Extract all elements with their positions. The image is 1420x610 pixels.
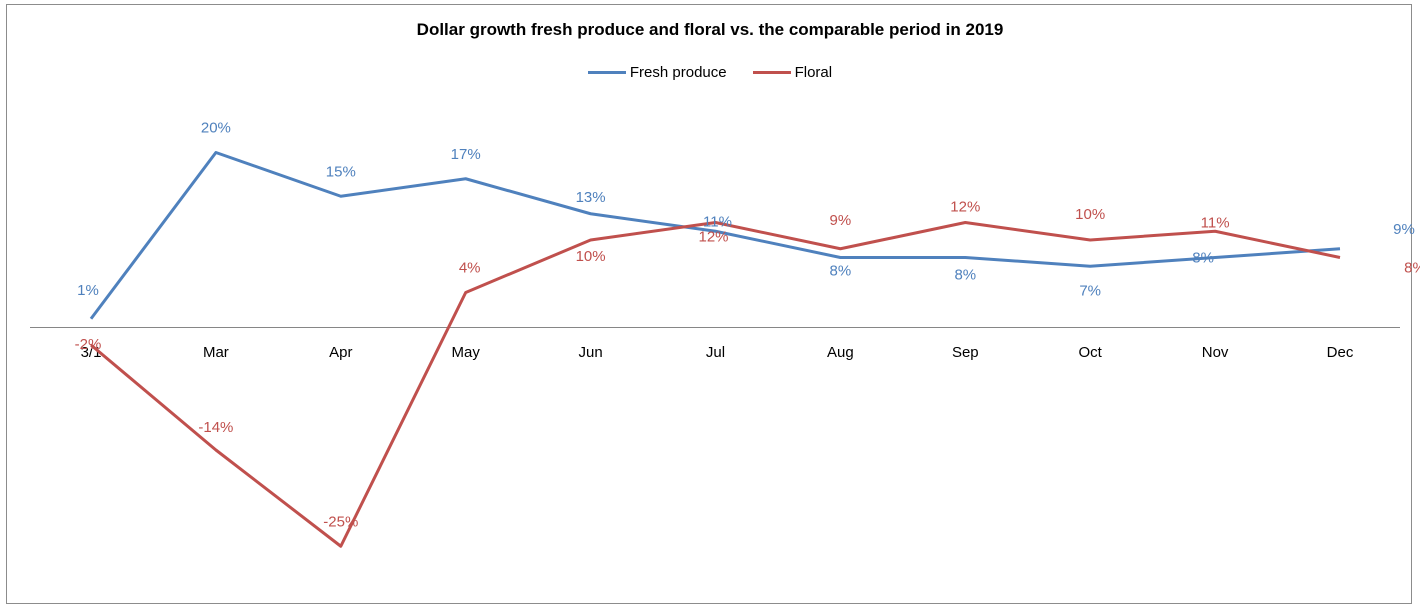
x-tick-label: Dec [1327,344,1354,361]
data-label-floral: 10% [1075,206,1105,223]
x-tick-label: Jun [579,344,603,361]
legend-label-floral: Floral [794,64,833,81]
chart-frame [6,4,1412,604]
x-tick-label: May [452,344,481,361]
x-tick-label: Mar [203,344,229,361]
data-label-fresh-produce: 8% [954,267,976,284]
data-label-floral: 9% [830,212,852,229]
data-label-fresh-produce: 20% [201,120,231,137]
data-label-floral: 12% [698,229,728,246]
data-label-floral: 12% [950,199,980,216]
data-label-fresh-produce: 1% [77,282,99,299]
data-label-fresh-produce: 8% [1192,250,1214,267]
x-tick-label: Jul [706,344,725,361]
data-label-floral: -25% [323,513,358,530]
data-label-fresh-produce: 8% [830,263,852,280]
x-tick-label: Nov [1202,344,1229,361]
data-label-fresh-produce: 7% [1079,282,1101,299]
data-label-floral: -2% [75,336,102,353]
data-label-floral: 4% [459,260,481,277]
series-line-floral [90,221,1341,548]
legend-swatch-fresh-produce [587,71,626,74]
data-label-fresh-produce: 17% [451,146,481,163]
data-label-fresh-produce: 9% [1393,221,1415,238]
data-label-floral: 10% [576,248,606,265]
data-label-fresh-produce: 13% [576,189,606,206]
x-tick-label: Apr [329,344,352,361]
data-label-fresh-produce: 15% [326,163,356,180]
data-label-floral: 8% [1404,260,1420,277]
x-tick-label: Sep [952,344,979,361]
series-line-fresh-produce [89,151,1341,320]
legend-item-fresh-produce: Fresh produce [587,64,727,81]
legend-item-floral: Floral [752,64,833,81]
legend-swatch-floral [752,71,791,74]
legend-label-fresh-produce: Fresh produce [629,64,727,81]
chart-legend: Fresh produce Floral [0,64,1420,81]
x-tick-label: Aug [827,344,854,361]
data-label-floral: 11% [1201,214,1230,231]
data-label-floral: -14% [198,419,233,436]
data-label-fresh-produce: 11% [703,213,732,230]
x-tick-label: Oct [1079,344,1103,361]
chart-title: Dollar growth fresh produce and floral v… [416,20,1004,39]
